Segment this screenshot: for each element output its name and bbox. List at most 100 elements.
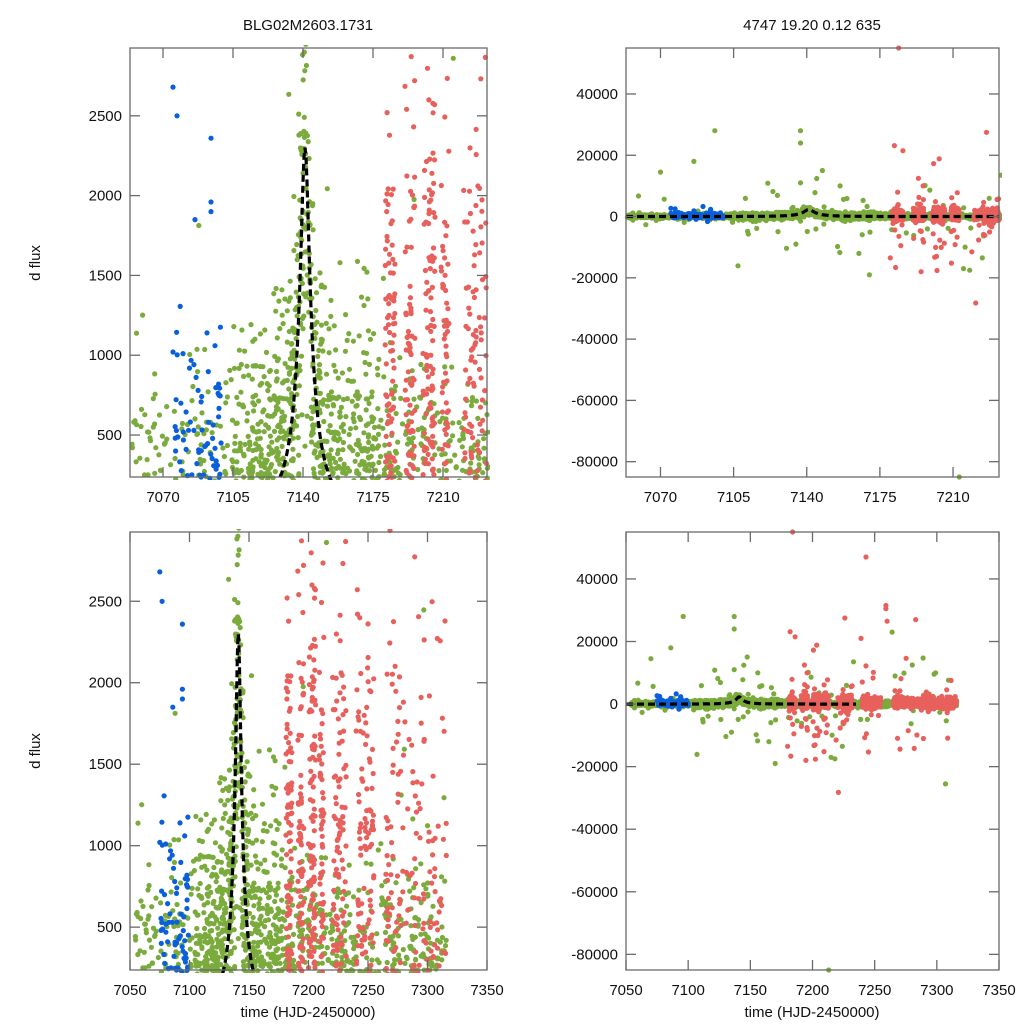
data-point (386, 441, 392, 448)
data-point (286, 298, 292, 304)
data-point (337, 413, 343, 420)
data-point (248, 322, 254, 328)
data-point (299, 412, 305, 418)
data-point (153, 445, 159, 451)
data-point (410, 375, 416, 381)
data-point (138, 406, 145, 412)
data-point (429, 192, 435, 198)
x-tick-label: 7175 (863, 489, 896, 506)
data-point (456, 478, 462, 480)
data-point (443, 400, 449, 406)
data-point (969, 249, 975, 255)
data-point (298, 353, 305, 359)
data-point (268, 823, 274, 829)
data-point (430, 150, 436, 156)
data-point (233, 420, 239, 426)
data-point (330, 470, 336, 476)
data-point (199, 427, 205, 433)
data-point (258, 419, 264, 425)
data-point (208, 451, 214, 457)
data-point (265, 413, 271, 419)
data-point (267, 396, 273, 402)
data-point (281, 418, 287, 424)
data-point (354, 258, 361, 264)
data-point (214, 887, 220, 893)
data-point (189, 885, 195, 891)
data-point (819, 167, 826, 174)
data-point (411, 396, 417, 402)
data-point (431, 180, 437, 186)
data-point (316, 347, 322, 353)
data-point (326, 350, 332, 356)
data-point (313, 290, 320, 296)
data-point (294, 241, 300, 248)
data-point (426, 97, 432, 103)
data-point (468, 403, 475, 409)
data-point (246, 446, 252, 452)
data-point (255, 943, 261, 949)
data-point (171, 408, 177, 414)
data-point (236, 547, 242, 553)
data-point (483, 285, 489, 291)
data-point (189, 935, 195, 941)
data-point (426, 405, 432, 411)
data-point (339, 370, 345, 376)
data-point (320, 469, 326, 475)
data-point (407, 461, 413, 467)
data-point (309, 439, 315, 445)
data-point (245, 433, 251, 439)
data-point (282, 361, 288, 367)
data-point (199, 393, 205, 400)
data-point (427, 266, 433, 272)
data-point (408, 308, 414, 314)
data-point (983, 129, 990, 135)
data-point (395, 470, 401, 476)
data-point (289, 350, 295, 356)
data-point (203, 811, 209, 818)
data-point (442, 364, 448, 370)
data-point (368, 453, 374, 459)
data-point (312, 448, 318, 454)
data-point (384, 238, 390, 244)
data-point (430, 100, 436, 106)
data-point (478, 337, 484, 343)
data-point (431, 401, 437, 407)
data-point (331, 323, 337, 329)
data-point (467, 145, 473, 151)
data-point (989, 224, 995, 230)
data-point (479, 428, 485, 434)
data-point (286, 472, 292, 478)
data-point (452, 452, 458, 458)
data-point (213, 458, 219, 464)
data-point (930, 231, 936, 237)
data-point (237, 625, 243, 631)
data-point (338, 404, 344, 410)
data-point (317, 375, 323, 381)
data-point (318, 322, 325, 328)
data-point (187, 351, 193, 358)
data-point (203, 427, 209, 433)
data-point (472, 359, 478, 365)
data-point (473, 327, 479, 334)
data-point (363, 371, 369, 377)
data-point (315, 353, 321, 360)
data-point (678, 210, 685, 216)
data-point (384, 394, 390, 400)
data-point (653, 217, 659, 223)
y-tick-label: 20000 (576, 147, 618, 164)
data-point (480, 470, 486, 476)
data-point (389, 340, 395, 346)
data-point (251, 408, 257, 414)
data-point (189, 472, 195, 478)
data-point (797, 140, 804, 146)
data-point (188, 871, 194, 877)
data-point (385, 186, 391, 192)
data-point (223, 400, 229, 406)
data-point (199, 838, 205, 845)
data-point (255, 866, 261, 872)
data-point (216, 405, 222, 411)
data-point (267, 367, 273, 374)
data-point (349, 398, 355, 404)
data-point (158, 900, 164, 906)
data-point (354, 470, 360, 476)
